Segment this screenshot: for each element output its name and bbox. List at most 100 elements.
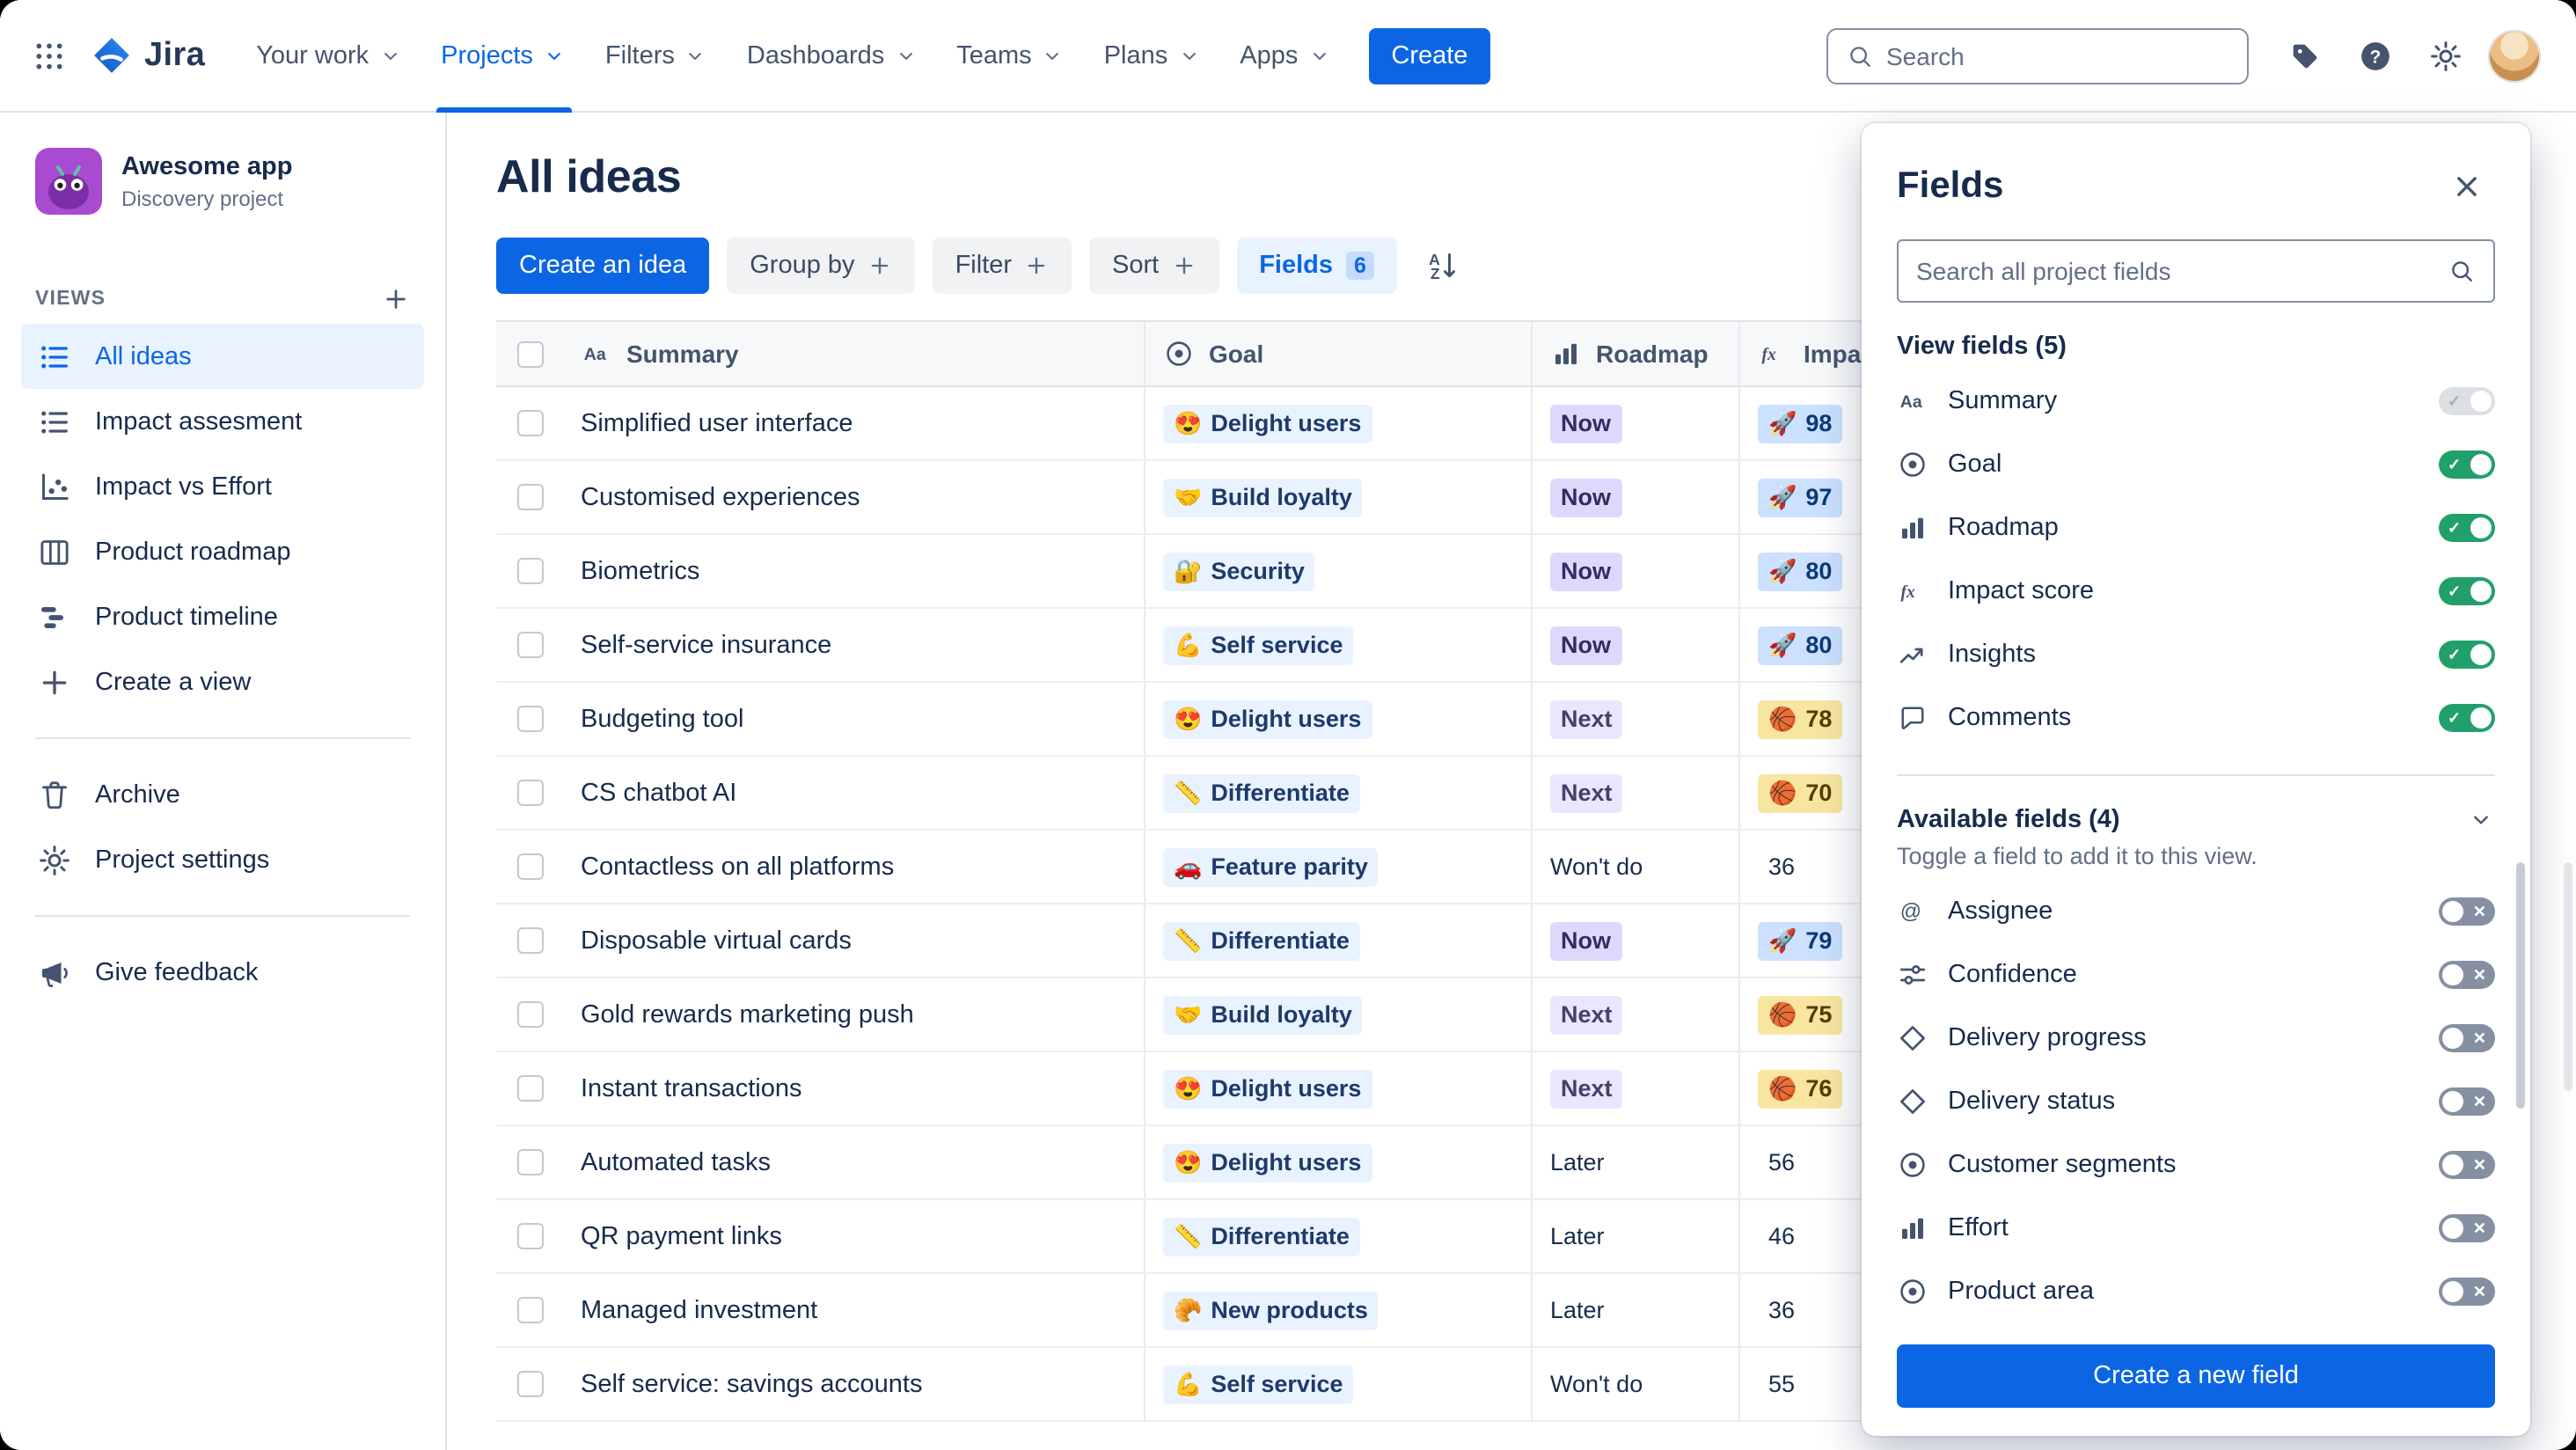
sort-button[interactable]: Sort (1089, 238, 1219, 294)
jira-logo[interactable]: Jira (91, 35, 205, 76)
field-label: Comments (1948, 704, 2072, 732)
field-toggle[interactable] (2439, 1024, 2495, 1052)
project-header[interactable]: Awesome app Discovery project (21, 141, 424, 232)
nav-item[interactable]: Projects (421, 0, 586, 112)
table-row[interactable]: Managed investment 🥐 New products Later (496, 1274, 1985, 1348)
sort-az-button[interactable] (1416, 238, 1472, 294)
project-avatar (35, 148, 102, 215)
group-by-button[interactable]: Group by (727, 238, 915, 294)
nav-item[interactable]: Plans (1085, 0, 1221, 112)
sidebar-view-item[interactable]: Product roadmap (21, 519, 424, 584)
field-toggle[interactable] (2439, 514, 2495, 542)
table-row[interactable]: Biometrics 🔐 Security Now (496, 535, 1985, 609)
impact-score-badge: 🏀 78 (1758, 699, 1843, 738)
row-checkbox[interactable] (516, 706, 543, 732)
goal-emoji: 😍 (1174, 1075, 1203, 1102)
nav-item[interactable]: Apps (1220, 0, 1350, 112)
field-toggle[interactable] (2439, 704, 2495, 732)
create-button[interactable]: Create (1368, 27, 1491, 84)
field-toggle[interactable] (2439, 577, 2495, 605)
row-checkbox[interactable] (516, 484, 543, 510)
grid-icon (32, 38, 67, 73)
row-checkbox[interactable] (516, 1371, 543, 1397)
field-toggle[interactable] (2439, 450, 2495, 479)
sidebar-tool-item[interactable]: Project settings (21, 827, 424, 892)
nav-item-label: Projects (441, 41, 533, 70)
sidebar-tool-item[interactable]: Archive (21, 762, 424, 827)
close-panel-button[interactable] (2439, 158, 2495, 215)
row-checkbox[interactable] (516, 853, 543, 880)
idea-summary: Automated tasks (581, 1148, 771, 1176)
row-checkbox[interactable] (516, 558, 543, 584)
toggle-knob (2470, 644, 2492, 665)
sidebar-view-item[interactable]: Create a view (21, 649, 424, 714)
toggle-knob (2442, 1281, 2463, 1302)
row-checkbox[interactable] (516, 1001, 543, 1028)
create-field-button[interactable]: Create a new field (1897, 1344, 2495, 1408)
table-row[interactable]: Simplified user interface 😍 Delight user… (496, 387, 1985, 461)
column-roadmap[interactable]: Roadmap (1531, 322, 1738, 385)
row-checkbox[interactable] (516, 780, 543, 806)
field-toggle[interactable] (2439, 1214, 2495, 1242)
column-goal[interactable]: Goal (1144, 322, 1531, 385)
table-row[interactable]: Disposable virtual cards 📏 Differentiate… (496, 904, 1985, 978)
row-checkbox[interactable] (516, 1223, 543, 1249)
nav-item[interactable]: Teams (937, 0, 1084, 112)
fields-search[interactable] (1897, 239, 2495, 303)
help-button[interactable] (2347, 27, 2404, 84)
chevron-down-icon[interactable] (2467, 806, 2495, 834)
table-row[interactable]: Self service: savings accounts 💪 Self se… (496, 1348, 1985, 1422)
table-row[interactable]: Customised experiences 🤝 Build loyalty N… (496, 461, 1985, 535)
table-row[interactable]: QR payment links 📏 Differentiate Later (496, 1200, 1985, 1274)
settings-button[interactable] (2418, 27, 2474, 84)
select-all-checkbox[interactable] (516, 341, 543, 367)
add-view-icon[interactable] (382, 285, 410, 313)
field-row: Assignee (1897, 880, 2495, 943)
create-idea-button[interactable]: Create an idea (496, 238, 710, 294)
main-content: All ideas Create an idea Group by Filter… (447, 113, 2576, 1450)
global-search[interactable] (1826, 27, 2249, 84)
row-checkbox[interactable] (516, 1297, 543, 1323)
table-row[interactable]: CS chatbot AI 📏 Differentiate Next (496, 757, 1985, 831)
sidebar: Awesome app Discovery project VIEWS All … (0, 113, 447, 1450)
field-toggle[interactable] (2439, 641, 2495, 669)
table-row[interactable]: Contactless on all platforms 🚗 Feature p… (496, 831, 1985, 904)
nav-item[interactable]: Filters (586, 0, 728, 112)
fields-button[interactable]: Fields 6 (1236, 238, 1398, 294)
app-switcher-button[interactable] (21, 27, 77, 84)
row-checkbox[interactable] (516, 1075, 543, 1102)
field-toggle[interactable] (2439, 1151, 2495, 1179)
field-toggle[interactable] (2439, 1278, 2495, 1306)
target-icon (1163, 338, 1195, 370)
tag-button[interactable] (2277, 27, 2333, 84)
field-toggle[interactable] (2439, 897, 2495, 926)
panel-scrollbar[interactable] (2516, 862, 2525, 1109)
table-row[interactable]: Self-service insurance 💪 Self service No… (496, 609, 1985, 683)
filter-button[interactable]: Filter (932, 238, 1072, 294)
table-row[interactable]: Budgeting tool 😍 Delight users Next (496, 683, 1985, 757)
row-checkbox[interactable] (516, 1149, 543, 1175)
chevron-down-icon (684, 43, 708, 68)
field-icon (1897, 1022, 1928, 1054)
row-checkbox[interactable] (516, 927, 543, 954)
user-avatar[interactable] (2488, 29, 2541, 82)
fields-search-input[interactable] (1916, 257, 2433, 285)
page-scrollbar[interactable] (2564, 862, 2572, 1091)
table-row[interactable]: Instant transactions 😍 Delight users Nex… (496, 1052, 1985, 1126)
sidebar-view-item[interactable]: All ideas (21, 324, 424, 389)
nav-item[interactable]: Your work (237, 0, 421, 112)
row-checkbox[interactable] (516, 632, 543, 658)
field-toggle[interactable] (2439, 387, 2495, 415)
column-summary[interactable]: Summary (563, 322, 1144, 385)
row-checkbox[interactable] (516, 410, 543, 436)
give-feedback-item[interactable]: Give feedback (21, 940, 424, 1005)
field-toggle[interactable] (2439, 961, 2495, 989)
field-toggle[interactable] (2439, 1088, 2495, 1116)
sidebar-view-item[interactable]: Product timeline (21, 584, 424, 649)
table-row[interactable]: Automated tasks 😍 Delight users Later (496, 1126, 1985, 1200)
sidebar-view-item[interactable]: Impact vs Effort (21, 454, 424, 519)
global-search-input[interactable] (1886, 41, 2229, 70)
sidebar-view-item[interactable]: Impact assesment (21, 389, 424, 454)
nav-item[interactable]: Dashboards (728, 0, 937, 112)
table-row[interactable]: Gold rewards marketing push 🤝 Build loya… (496, 978, 1985, 1052)
